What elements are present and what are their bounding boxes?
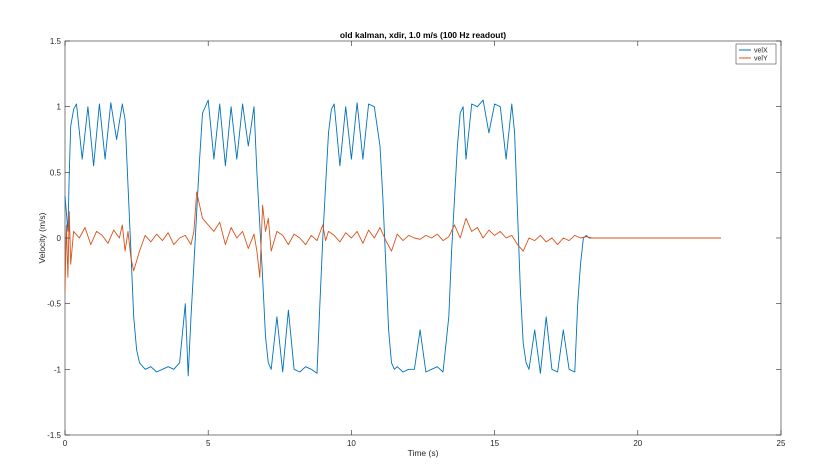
legend-box bbox=[735, 43, 777, 65]
y-tick-label: 0 bbox=[57, 234, 62, 243]
x-axis-label: Time (s) bbox=[408, 448, 439, 458]
legend-label-velY: velY bbox=[754, 56, 768, 63]
x-tick-label: 10 bbox=[347, 439, 356, 448]
axis-ticks: 0 5 10 15 20 25 -1.5 -1 -0.5 0 0.5 1 1.5 bbox=[47, 37, 786, 448]
x-tick-label: 5 bbox=[206, 439, 211, 448]
y-tick-label: -1 bbox=[54, 365, 62, 374]
x-tick-label: 25 bbox=[777, 439, 786, 448]
y-tick-label: -1.5 bbox=[47, 431, 61, 440]
x-tick-label: 20 bbox=[633, 439, 642, 448]
y-tick-label: -0.5 bbox=[47, 300, 61, 309]
series-line-velY bbox=[64, 191, 721, 291]
y-tick-label: 1.5 bbox=[50, 37, 62, 46]
legend-label-velX: velX bbox=[754, 48, 768, 55]
y-axis-label: Velocity (m/s) bbox=[37, 212, 47, 263]
x-tick-label: 15 bbox=[490, 439, 499, 448]
y-tick-label: 1 bbox=[57, 103, 62, 112]
y-tick-label: 0.5 bbox=[50, 168, 62, 177]
series-line-velX bbox=[64, 99, 721, 377]
x-tick-label: 0 bbox=[63, 439, 68, 448]
chart-title: old kalman, xdir, 1.0 m/s (100 Hz readou… bbox=[340, 30, 506, 40]
